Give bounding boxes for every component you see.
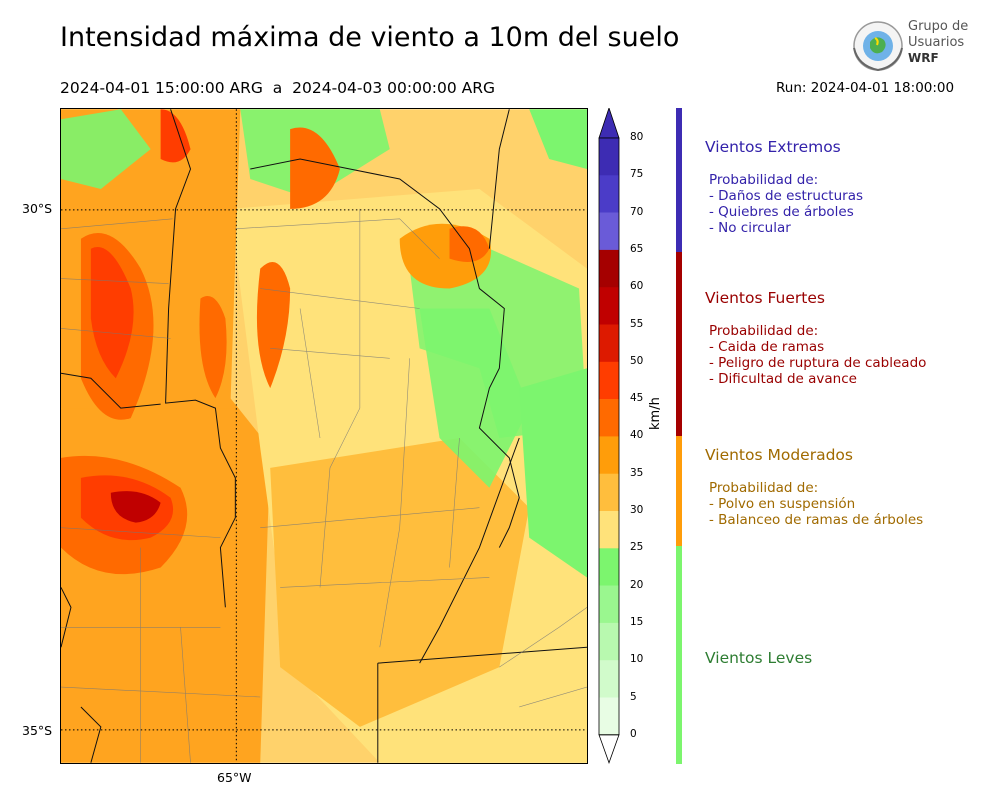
category-bar-extremos: [676, 108, 682, 252]
map-graticule: [61, 109, 587, 763]
map-borders: [61, 109, 587, 763]
colorbar-tick-label: 40: [630, 429, 644, 442]
colorbar-segment: [599, 697, 619, 736]
map-field-redder-west: [90, 247, 134, 379]
map-field-green-ne: [529, 109, 587, 170]
map-field-red-ridge-2: [256, 261, 291, 389]
map-field-green-central: [419, 308, 530, 488]
logo-line-2: Usuarios: [908, 35, 965, 50]
category-bar: [676, 108, 682, 764]
colorbar-segment: [599, 324, 619, 363]
map-field-orange: [61, 398, 271, 763]
colorbar-tick-label: 70: [630, 205, 644, 218]
colorbar: [598, 108, 620, 764]
colorbar-segment: [599, 175, 619, 213]
colorbar-tick-label: 45: [630, 392, 644, 405]
category-desc-moderados: Probabilidad de: - Polvo en suspensión -…: [709, 480, 924, 528]
category-desc-extremos: Probabilidad de: - Daños de estructuras …: [709, 172, 864, 236]
logo-wrf-text: WRF: [908, 51, 939, 65]
colorbar-tick-label: 20: [630, 578, 644, 591]
category-title-extremos: Vientos Extremos: [705, 138, 841, 156]
colorbar-tick-label: 60: [630, 280, 644, 293]
colorbar-segment: [599, 436, 619, 474]
colorbar-tick-label: 65: [630, 242, 644, 255]
colorbar-segment: [599, 287, 619, 325]
colorbar-tick-label: 25: [630, 541, 644, 554]
page-title: Intensidad máxima de viento a 10m del su…: [60, 22, 680, 53]
logo-text: Grupo de Usuarios: [908, 19, 968, 51]
colorbar-extend-bottom: [598, 734, 620, 764]
colorbar-segment: [599, 361, 619, 400]
colorbar-tick-label: 0: [630, 727, 637, 740]
category-title-fuertes: Vientos Fuertes: [705, 289, 825, 307]
colorbar-segment: [599, 212, 619, 251]
colorbar-segment: [599, 138, 619, 176]
category-title-leves: Vientos Leves: [705, 649, 813, 667]
colorbar-segment: [599, 399, 619, 437]
map-field-red-north-2: [160, 109, 191, 163]
colorbar-tick-label: 75: [630, 168, 644, 181]
colorbar-unit: km/h: [648, 397, 663, 430]
category-bar-fuertes: [676, 252, 682, 436]
colorbar-tick-label: 30: [630, 504, 644, 516]
map-department-lines: [61, 208, 587, 763]
colorbar-tick-label: 15: [630, 615, 644, 628]
colorbar-segment: [599, 548, 619, 586]
lat-label-35s: 35°S: [22, 723, 53, 738]
lat-label-30s: 30°S: [22, 201, 53, 216]
wind-map: [60, 108, 588, 764]
colorbar-outline: [598, 137, 620, 736]
category-desc-fuertes: Probabilidad de: - Caida de ramas - Peli…: [709, 323, 927, 387]
map-field-green-river: [519, 368, 587, 578]
colorbar-tick-label: 55: [630, 317, 644, 330]
map-field-light-orange: [270, 437, 530, 727]
colorbar-segment: [599, 622, 619, 661]
category-title-moderados: Vientos Moderados: [705, 446, 853, 464]
colorbar-segment: [599, 660, 619, 698]
forecast-period: 2024-04-01 15:00:00 ARG a 2024-04-03 00:…: [60, 79, 496, 97]
logo-line-1: Grupo de: [908, 19, 969, 34]
colorbar-tick-label: 35: [630, 466, 644, 479]
map-field-darkred-southwest: [110, 491, 161, 523]
wrf-logo-icon: [853, 21, 903, 72]
colorbar-segment: [599, 585, 619, 624]
lon-label-65w: 65°W: [217, 770, 252, 785]
category-bar-leves: [676, 546, 682, 764]
colorbar-tick-label: 5: [630, 690, 637, 703]
colorbar-tick-label: 80: [630, 131, 644, 143]
map-field-green-nw: [61, 109, 151, 189]
map-field-red-ridge: [199, 296, 227, 399]
colorbar-segment: [599, 511, 619, 549]
colorbar-tick-label: 50: [630, 354, 644, 367]
run-time: Run: 2024-04-01 18:00:00: [776, 80, 955, 96]
map-field-red-north: [290, 127, 340, 209]
colorbar-tick-label: 10: [630, 653, 644, 666]
colorbar-extend-top: [598, 108, 620, 139]
category-bar-moderados: [676, 436, 682, 546]
colorbar-segment: [599, 473, 619, 512]
colorbar-segment: [599, 249, 619, 288]
